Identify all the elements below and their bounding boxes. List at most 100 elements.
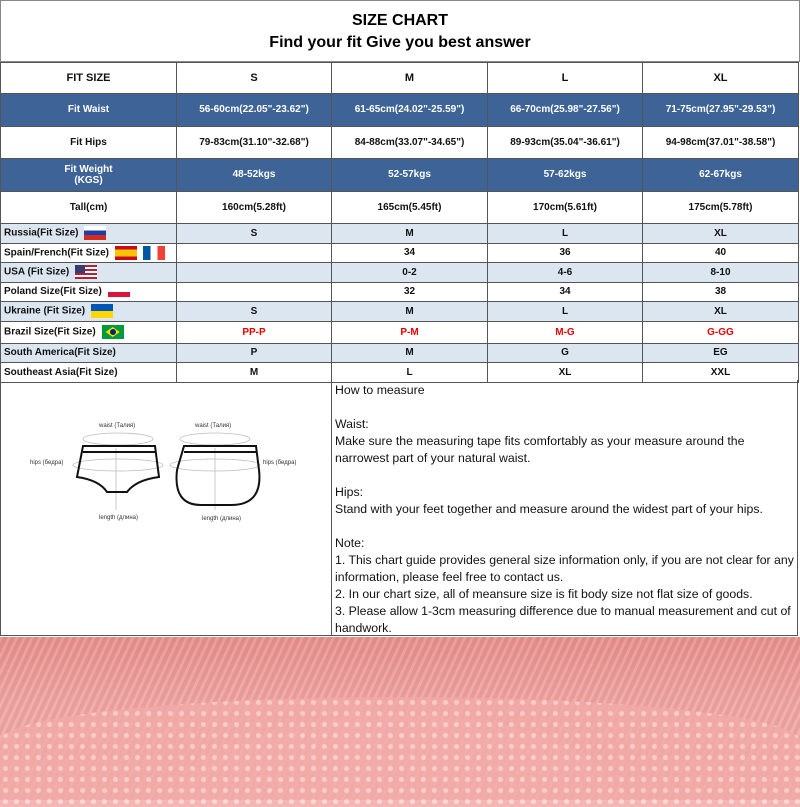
waist-text: Make sure the measuring tape fits comfor… <box>335 434 745 465</box>
table-row-size: Brazil Size(Fit Size) PP-P P-M M-G G-GG <box>0 320 799 344</box>
spain-flag-icon <box>143 245 166 260</box>
table-row-size: Spain/French(Fit Size) 34 36 40 <box>0 242 799 263</box>
length-label: length (длина) <box>99 515 139 521</box>
cell: S <box>176 301 332 322</box>
table-row-size: Ukraine (Fit Size) S M L XL <box>0 301 799 322</box>
row-label: Southeast Asia(Fit Size) <box>0 362 177 383</box>
row-label-unit: (KGS) <box>74 174 103 186</box>
how-to-measure-section: waist (Талия) waist (Талия) hips (бедра)… <box>0 380 798 636</box>
country-label: South America(Fit Size) <box>4 347 116 359</box>
cell: 66-70cm(25.98"-27.56") <box>487 93 643 127</box>
chart-title: SIZE CHART <box>352 12 448 29</box>
country-label: Brazil Size(Fit Size) <box>4 326 96 338</box>
row-label: Russia(Fit Size) <box>0 223 177 244</box>
cell <box>176 262 332 283</box>
cell: 71-75cm(27.95"-29.53") <box>642 93 799 127</box>
cell: 62-67kgs <box>642 158 799 192</box>
note-item: 1. This chart guide provides general siz… <box>335 553 794 584</box>
row-label: Brazil Size(Fit Size) <box>0 320 177 344</box>
row-label: South America(Fit Size) <box>0 342 177 363</box>
note-item: 2. In our chart size, all of meansure si… <box>335 587 753 601</box>
briefs-illustration <box>72 432 261 510</box>
table-row-size: Southeast Asia(Fit Size) M L XL XXL <box>0 362 799 383</box>
table-row-waist: Fit Waist 56-60cm(22.05"-23.62") 61-65cm… <box>0 93 799 127</box>
cell: M <box>331 342 488 363</box>
row-label: Ukraine (Fit Size) <box>0 301 177 322</box>
cell: 170cm(5.61ft) <box>487 190 643 224</box>
lace-fabric-photo <box>0 637 800 807</box>
cell: G-GG <box>642 320 799 344</box>
cell: 57-62kgs <box>487 158 643 192</box>
country-label: Spain/French(Fit Size) <box>4 247 110 259</box>
header-cell: M <box>331 62 488 94</box>
header-cell: L <box>487 62 643 94</box>
cell: M <box>176 362 332 383</box>
measure-notes: How to measure Waist: Make sure the measu… <box>335 382 795 637</box>
hips-title: Hips: <box>335 485 364 499</box>
cell: 89-93cm(35.04"-36.61") <box>487 125 643 159</box>
row-label: Fit Weight (KGS) <box>0 158 177 192</box>
cell <box>176 281 332 302</box>
cell: L <box>487 301 643 322</box>
cell: L <box>331 362 488 383</box>
row-label: USA (Fit Size) <box>0 262 177 283</box>
table-row-size: Poland Size(Fit Size) 32 34 38 <box>0 281 799 302</box>
cell: 32 <box>331 281 488 302</box>
cell: XL <box>642 223 799 244</box>
spain-flag-icon <box>115 245 138 260</box>
table-row-weight: Fit Weight (KGS) 48-52kgs 52-57kgs 57-62k… <box>0 158 799 192</box>
ukraine-flag-icon <box>91 304 114 319</box>
note-title: Note: <box>335 536 365 550</box>
cell: P-M <box>331 320 488 344</box>
cell: M <box>331 301 488 322</box>
cell: 8-10 <box>642 262 799 283</box>
row-label: Fit Waist <box>0 93 177 127</box>
cell: XL <box>487 362 643 383</box>
cell: 34 <box>487 281 643 302</box>
cell: 56-60cm(22.05"-23.62") <box>176 93 332 127</box>
cell: 38 <box>642 281 799 302</box>
size-table: FIT SIZE S M L XL Fit Waist 56-60cm(22.0… <box>0 62 799 383</box>
table-row-size: Russia(Fit Size) S M L XL <box>0 223 799 244</box>
row-label-line: Fit Weight <box>64 163 113 175</box>
country-label: Ukraine (Fit Size) <box>4 305 86 317</box>
country-label: Russia(Fit Size) <box>4 227 79 239</box>
length-label: length (длина) <box>202 516 242 522</box>
header-row: FIT SIZE S M L XL <box>0 62 799 94</box>
measurement-diagram: waist (Талия) waist (Талия) hips (бедра)… <box>1 380 332 636</box>
header-cell: S <box>176 62 332 94</box>
poland-flag-icon <box>107 286 130 297</box>
header-cell: XL <box>642 62 799 94</box>
cell: 0-2 <box>331 262 488 283</box>
russia-flag-icon <box>84 226 107 241</box>
waist-title: Waist: <box>335 417 369 431</box>
cell: G <box>487 342 643 363</box>
row-label: Spain/French(Fit Size) <box>0 242 177 263</box>
hips-label: hips (бедра) <box>30 460 64 466</box>
waist-label: waist (Талия) <box>195 423 232 429</box>
cell: 52-57kgs <box>331 158 488 192</box>
cell: L <box>487 223 643 244</box>
cell: 34 <box>331 242 488 263</box>
cell: S <box>176 223 332 244</box>
brazil-flag-icon <box>101 325 124 339</box>
title-block: SIZE CHART Find your fit Give you best a… <box>0 0 800 62</box>
cell: M <box>331 223 488 244</box>
cell: 165cm(5.45ft) <box>331 190 488 224</box>
cell: 40 <box>642 242 799 263</box>
lace-trim <box>0 697 800 807</box>
cell: XL <box>642 301 799 322</box>
row-label: Poland Size(Fit Size) <box>0 281 177 302</box>
cell: 48-52kgs <box>176 158 332 192</box>
table-row-size: South America(Fit Size) P M G EG <box>0 342 799 363</box>
cell: PP-P <box>176 320 332 344</box>
cell <box>176 242 332 263</box>
header-cell: FIT SIZE <box>0 62 177 94</box>
table-row-hips: Fit Hips 79-83cm(31.10"-32.68") 84-88cm(… <box>0 125 799 159</box>
country-label: USA (Fit Size) <box>4 266 70 278</box>
country-label: Poland Size(Fit Size) <box>4 286 102 298</box>
row-label: Tall(cm) <box>0 190 177 224</box>
cell: M-G <box>487 320 643 344</box>
cell: 160cm(5.28ft) <box>176 190 332 224</box>
hips-text: Stand with your feet together and measur… <box>335 502 763 516</box>
